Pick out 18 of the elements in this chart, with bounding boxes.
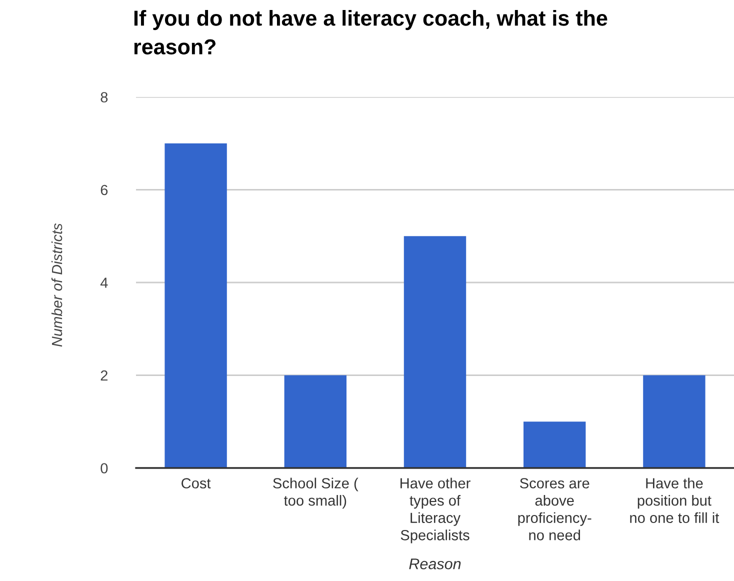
y-tick-label: 4 xyxy=(100,278,108,288)
y-axis-title: Number of Districts xyxy=(51,223,62,347)
bar xyxy=(643,375,706,468)
y-tick-label: 8 xyxy=(100,92,108,102)
x-tick-label: School Size ( too small) xyxy=(273,478,358,509)
bar xyxy=(164,143,227,468)
y-tick-label: 2 xyxy=(100,370,108,381)
bar xyxy=(284,375,346,468)
x-tick-label: Scores are above proficiency- no need xyxy=(518,478,592,540)
y-tick-label: 0 xyxy=(100,463,108,474)
x-tick-label: Have other types of Literacy Specialists xyxy=(400,478,470,544)
bar xyxy=(404,236,466,468)
bar xyxy=(524,422,586,468)
x-tick-label: Cost xyxy=(182,478,211,488)
y-tick-label: 6 xyxy=(100,184,108,196)
x-axis-title: Reason xyxy=(409,558,461,570)
chart-title: If you do not have a literacy coach, what is the reason? xyxy=(134,10,608,54)
x-tick-label: Have the position but no one to fill it xyxy=(630,478,720,524)
